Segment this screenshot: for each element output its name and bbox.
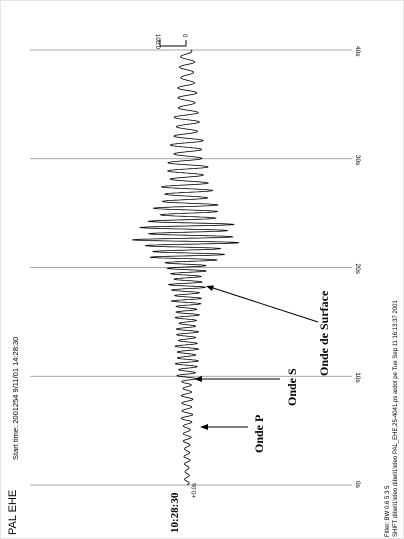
onde-surface-arrow-line	[209, 286, 319, 323]
file-info: SHIFT dibeli1\ideo dibeli1\ideo PAL_EHE.…	[393, 300, 399, 537]
onde-p-arrowhead	[200, 424, 208, 430]
onde-surface-arrowhead	[206, 285, 214, 291]
station-label: PAL EHE	[7, 490, 19, 535]
seismogram-trace	[131, 49, 240, 486]
annotation-onde-p: Onde P	[200, 415, 266, 453]
offset-label: +0.0s	[192, 483, 198, 498]
onde-s-arrowhead	[194, 376, 202, 382]
amplitude-scale: 100.0 0	[154, 34, 187, 50]
scale-label-zero: 0	[181, 34, 187, 38]
scale-label-max: 100.0	[154, 34, 160, 50]
onde-s-label: Onde S	[285, 368, 299, 406]
tick-label: 0s	[354, 481, 361, 489]
annotation-onde-s: Onde S	[194, 368, 299, 406]
tick-label: 20s	[354, 264, 361, 275]
onde-p-label: Onde P	[252, 415, 266, 453]
tick-label: 40s	[354, 46, 361, 57]
onde-surface-label: Onde de Surface	[317, 290, 331, 376]
start-time: Start time: 2001254 9/11/01 14:28:30	[11, 337, 20, 460]
filter-label: Filter: BW 0.6 5 3 5	[385, 485, 391, 537]
tick-label: 10s	[354, 372, 361, 383]
tick-label: 30s	[354, 155, 361, 166]
start-clock-label: 10:28:30	[169, 492, 181, 533]
annotation-onde-surface: Onde de Surface	[206, 285, 331, 376]
